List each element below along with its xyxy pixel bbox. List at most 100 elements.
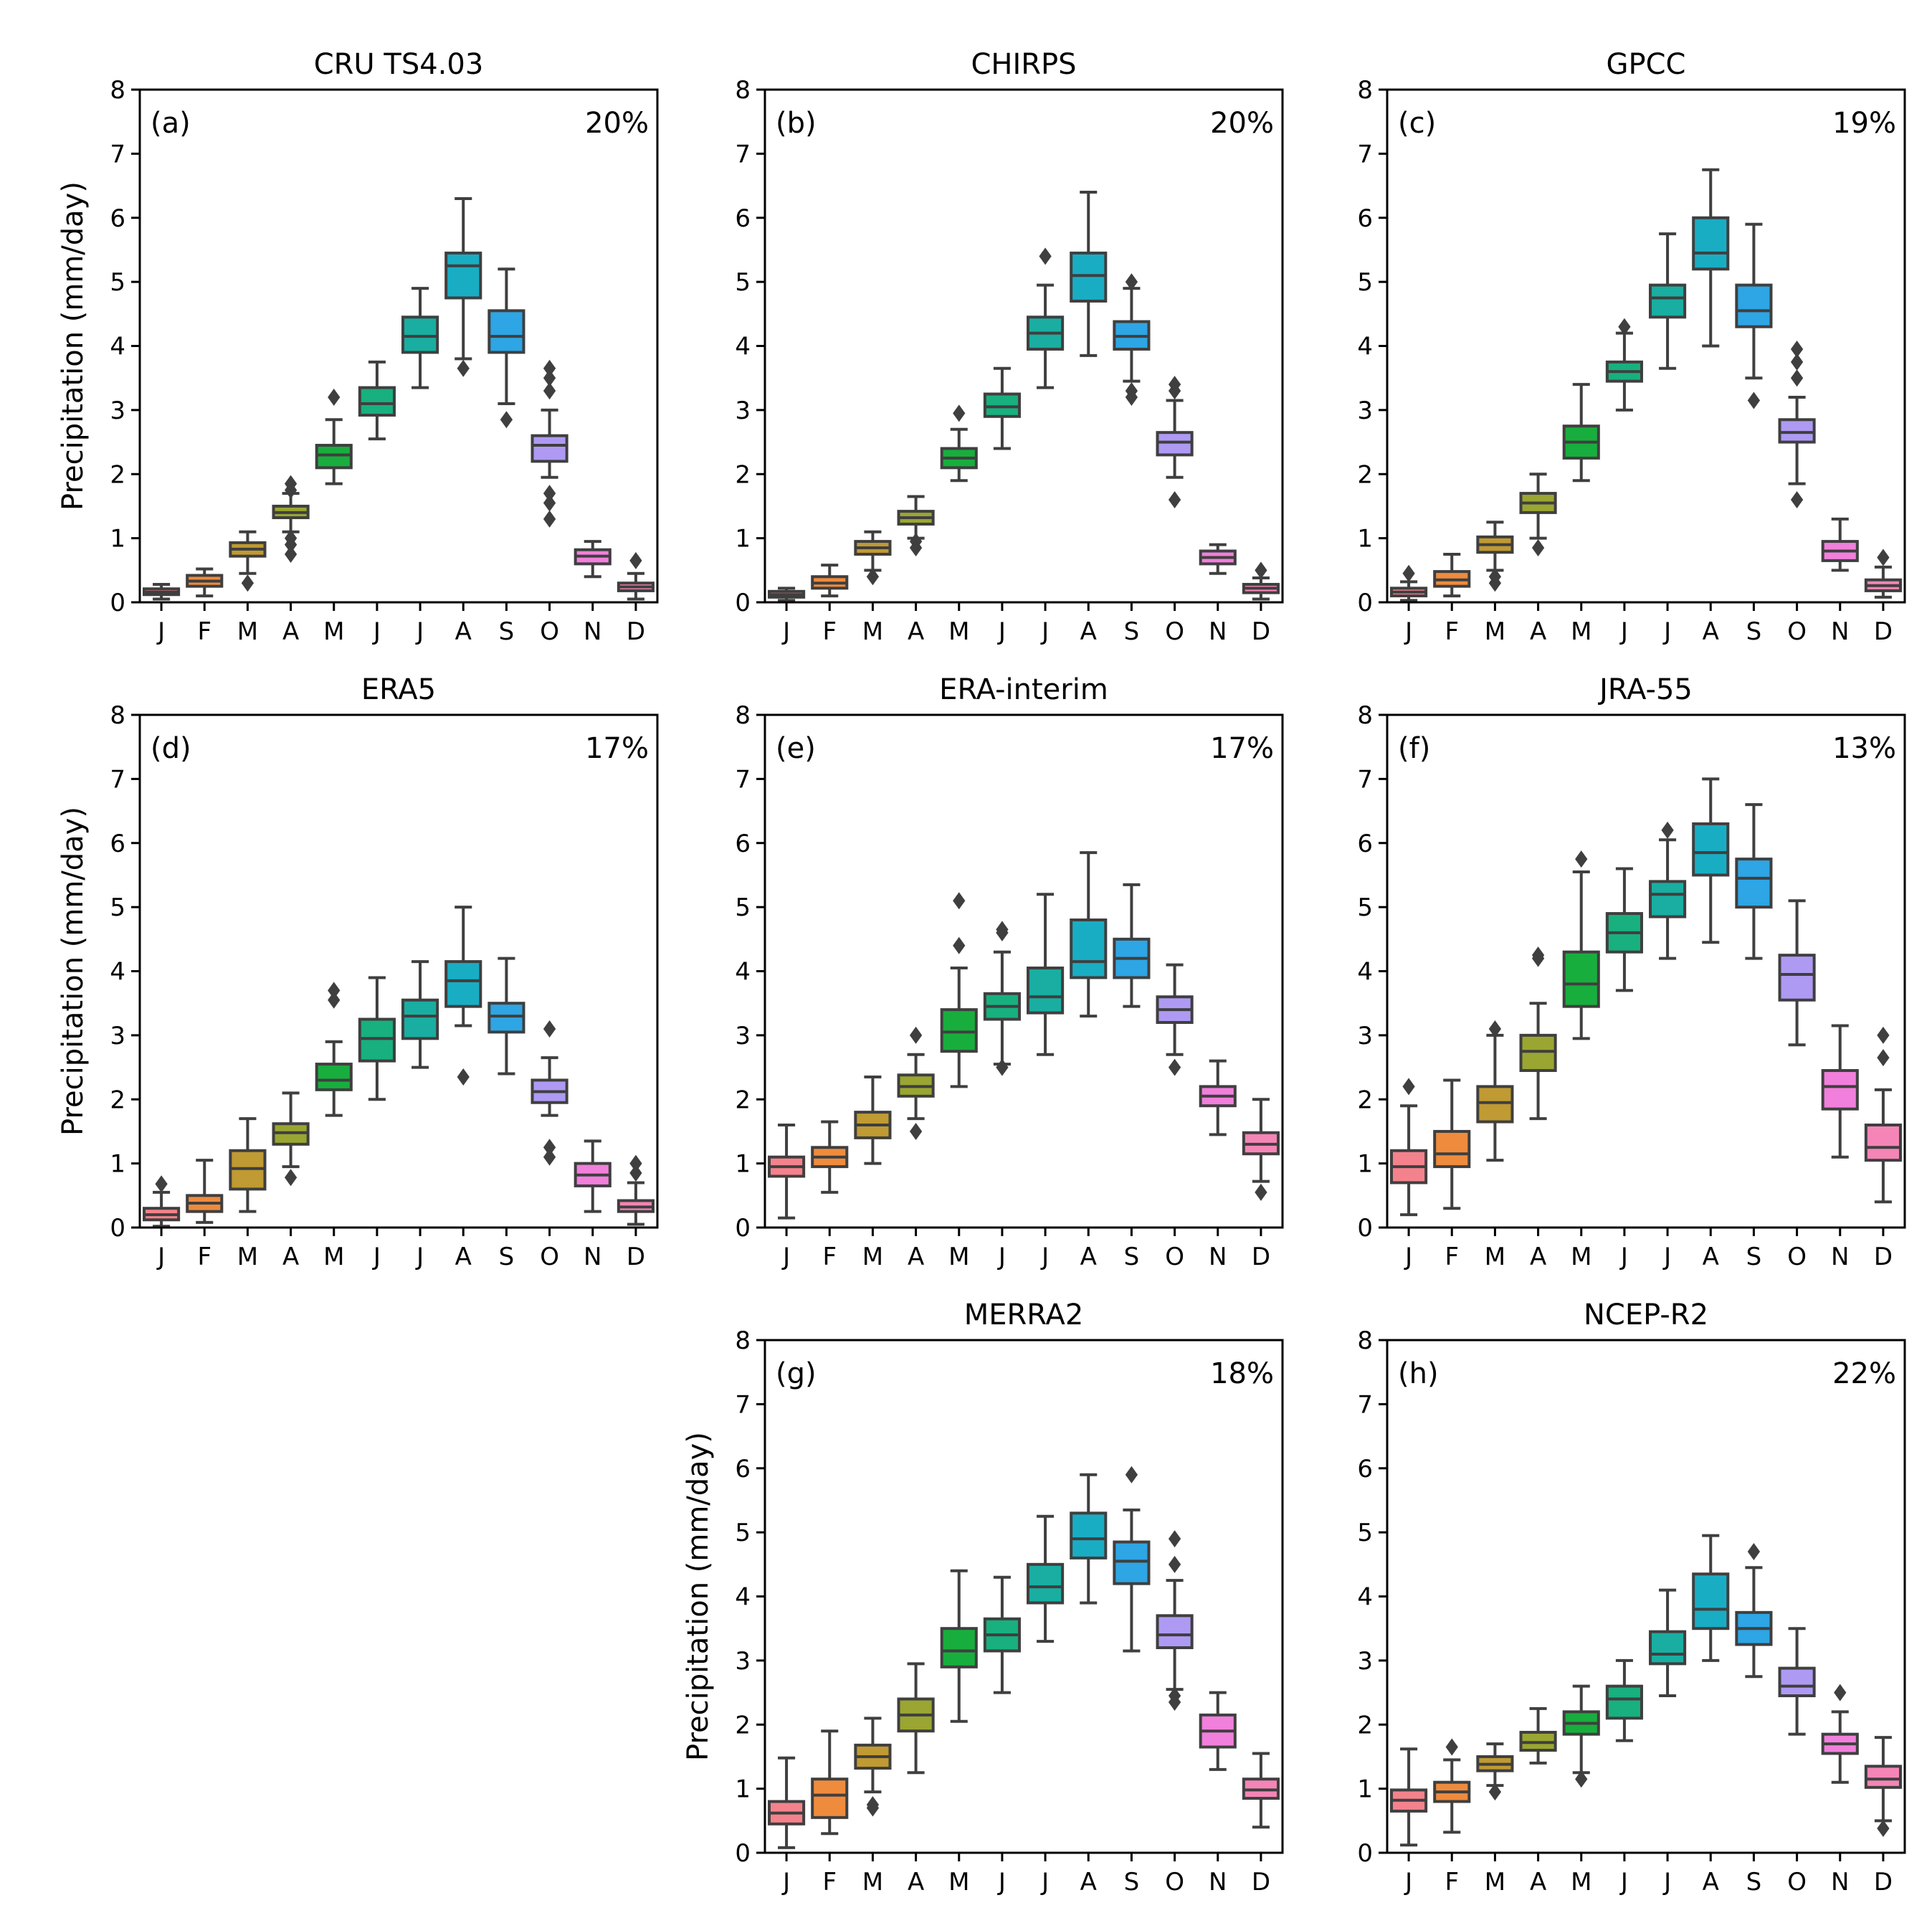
x-tick-label: F [1445, 617, 1459, 646]
x-tick-label: S [1124, 1868, 1140, 1897]
axes-frame [1386, 88, 1906, 604]
x-tick-label: J [781, 1868, 790, 1897]
outlier-point [284, 475, 298, 493]
axes-frame [138, 713, 659, 1229]
box-A [1070, 191, 1108, 357]
box-J [1605, 1658, 1643, 1742]
y-tick-label: 8 [1357, 1326, 1373, 1355]
x-tick-label: F [197, 1243, 211, 1271]
box-A [1519, 1706, 1557, 1765]
x-tick-label: A [908, 1868, 924, 1897]
box-O [1778, 1627, 1816, 1736]
x-tick-label: M [862, 1243, 883, 1271]
box-M [854, 1075, 892, 1165]
y-tick-label: 8 [110, 76, 125, 105]
outlier-point [328, 389, 341, 406]
outlier-point [543, 1148, 556, 1166]
outlier-point [1125, 382, 1138, 400]
x-tick-label: O [1165, 1243, 1184, 1271]
outlier-point [1125, 1466, 1138, 1484]
x-tick-label: N [1209, 1243, 1227, 1271]
box-iqr [401, 315, 439, 354]
box-A [1519, 946, 1557, 1121]
box-J [1649, 232, 1687, 370]
x-tick-label: O [540, 617, 559, 646]
outlier-point [1661, 821, 1674, 839]
x-tick-label: J [1040, 1243, 1049, 1271]
y-tick-label: 3 [1357, 1647, 1373, 1676]
box-iqr [1864, 1124, 1902, 1162]
x-tick-label: J [1404, 1243, 1412, 1271]
outlier-point [241, 574, 254, 592]
box-iqr [940, 1627, 978, 1668]
axes-frame [1386, 713, 1906, 1229]
outlier-point [953, 892, 966, 910]
axes-frame [763, 1339, 1284, 1854]
outlier-point [543, 382, 556, 400]
box-iqr [444, 251, 482, 300]
x-tick-label: O [1787, 1868, 1807, 1897]
y-tick-label: 7 [1357, 1390, 1373, 1419]
outlier-point [866, 1795, 880, 1813]
outlier-point [1168, 1687, 1181, 1705]
x-tick-label: D [1252, 1243, 1270, 1271]
y-tick-label: 2 [735, 1711, 751, 1739]
panel-annotation: 22% [1832, 1357, 1896, 1390]
box-iqr [1864, 1765, 1902, 1789]
x-tick-label: N [1831, 617, 1849, 646]
box-J [1649, 821, 1687, 960]
x-tick-label: S [1746, 617, 1762, 646]
y-tick-label: 7 [110, 140, 125, 168]
x-tick-label: D [1252, 617, 1270, 646]
y-tick-label: 2 [110, 1086, 125, 1114]
y-tick-label: 1 [110, 1150, 125, 1179]
box-M [229, 530, 267, 592]
outlier-point [996, 921, 1009, 939]
x-tick-label: J [997, 617, 1006, 646]
box-N [1199, 543, 1237, 575]
x-tick-label: A [1530, 617, 1546, 646]
x-tick-label: O [1787, 617, 1807, 646]
x-tick-label: J [1619, 1868, 1628, 1897]
outlier-point [1834, 1684, 1847, 1701]
box-M [1562, 850, 1600, 1040]
x-tick-label: F [822, 1243, 837, 1271]
box-A [1692, 777, 1730, 944]
box-iqr [811, 1777, 849, 1819]
box-D [1242, 1098, 1280, 1201]
x-tick-label: F [822, 1868, 837, 1897]
y-tick-label: 3 [735, 1647, 751, 1676]
y-tick-label: 6 [1357, 830, 1373, 858]
y-tick-label: 4 [110, 333, 125, 361]
y-tick-label: 5 [110, 268, 125, 297]
x-tick-label: J [781, 617, 790, 646]
x-tick-label: A [455, 1243, 472, 1271]
outlier-point [500, 411, 513, 429]
box-S [1113, 883, 1151, 1008]
x-tick-label: M [948, 1868, 969, 1897]
panel-title: MERRA2 [964, 1299, 1084, 1331]
box-J [983, 921, 1021, 1076]
box-D [1864, 1026, 1902, 1204]
y-tick-label: 3 [1357, 397, 1373, 425]
box-F [1433, 1738, 1471, 1834]
x-tick-label: J [1404, 1868, 1412, 1897]
x-tick-label: A [908, 1243, 924, 1271]
box-J [983, 366, 1021, 450]
y-tick-label: 5 [1357, 268, 1373, 297]
x-tick-label: M [1485, 617, 1505, 646]
y-axis-label: Precipitation (mm/day) [57, 181, 90, 511]
box-A [897, 1662, 935, 1775]
x-tick-label: S [1746, 1243, 1762, 1271]
outlier-point [1445, 1738, 1458, 1756]
x-tick-label: A [1530, 1868, 1546, 1897]
x-tick-label: M [237, 617, 258, 646]
box-M [1562, 383, 1600, 483]
box-J [1605, 867, 1643, 992]
box-D [1864, 549, 1902, 599]
y-tick-label: 5 [1357, 1519, 1373, 1547]
box-M [315, 389, 353, 485]
